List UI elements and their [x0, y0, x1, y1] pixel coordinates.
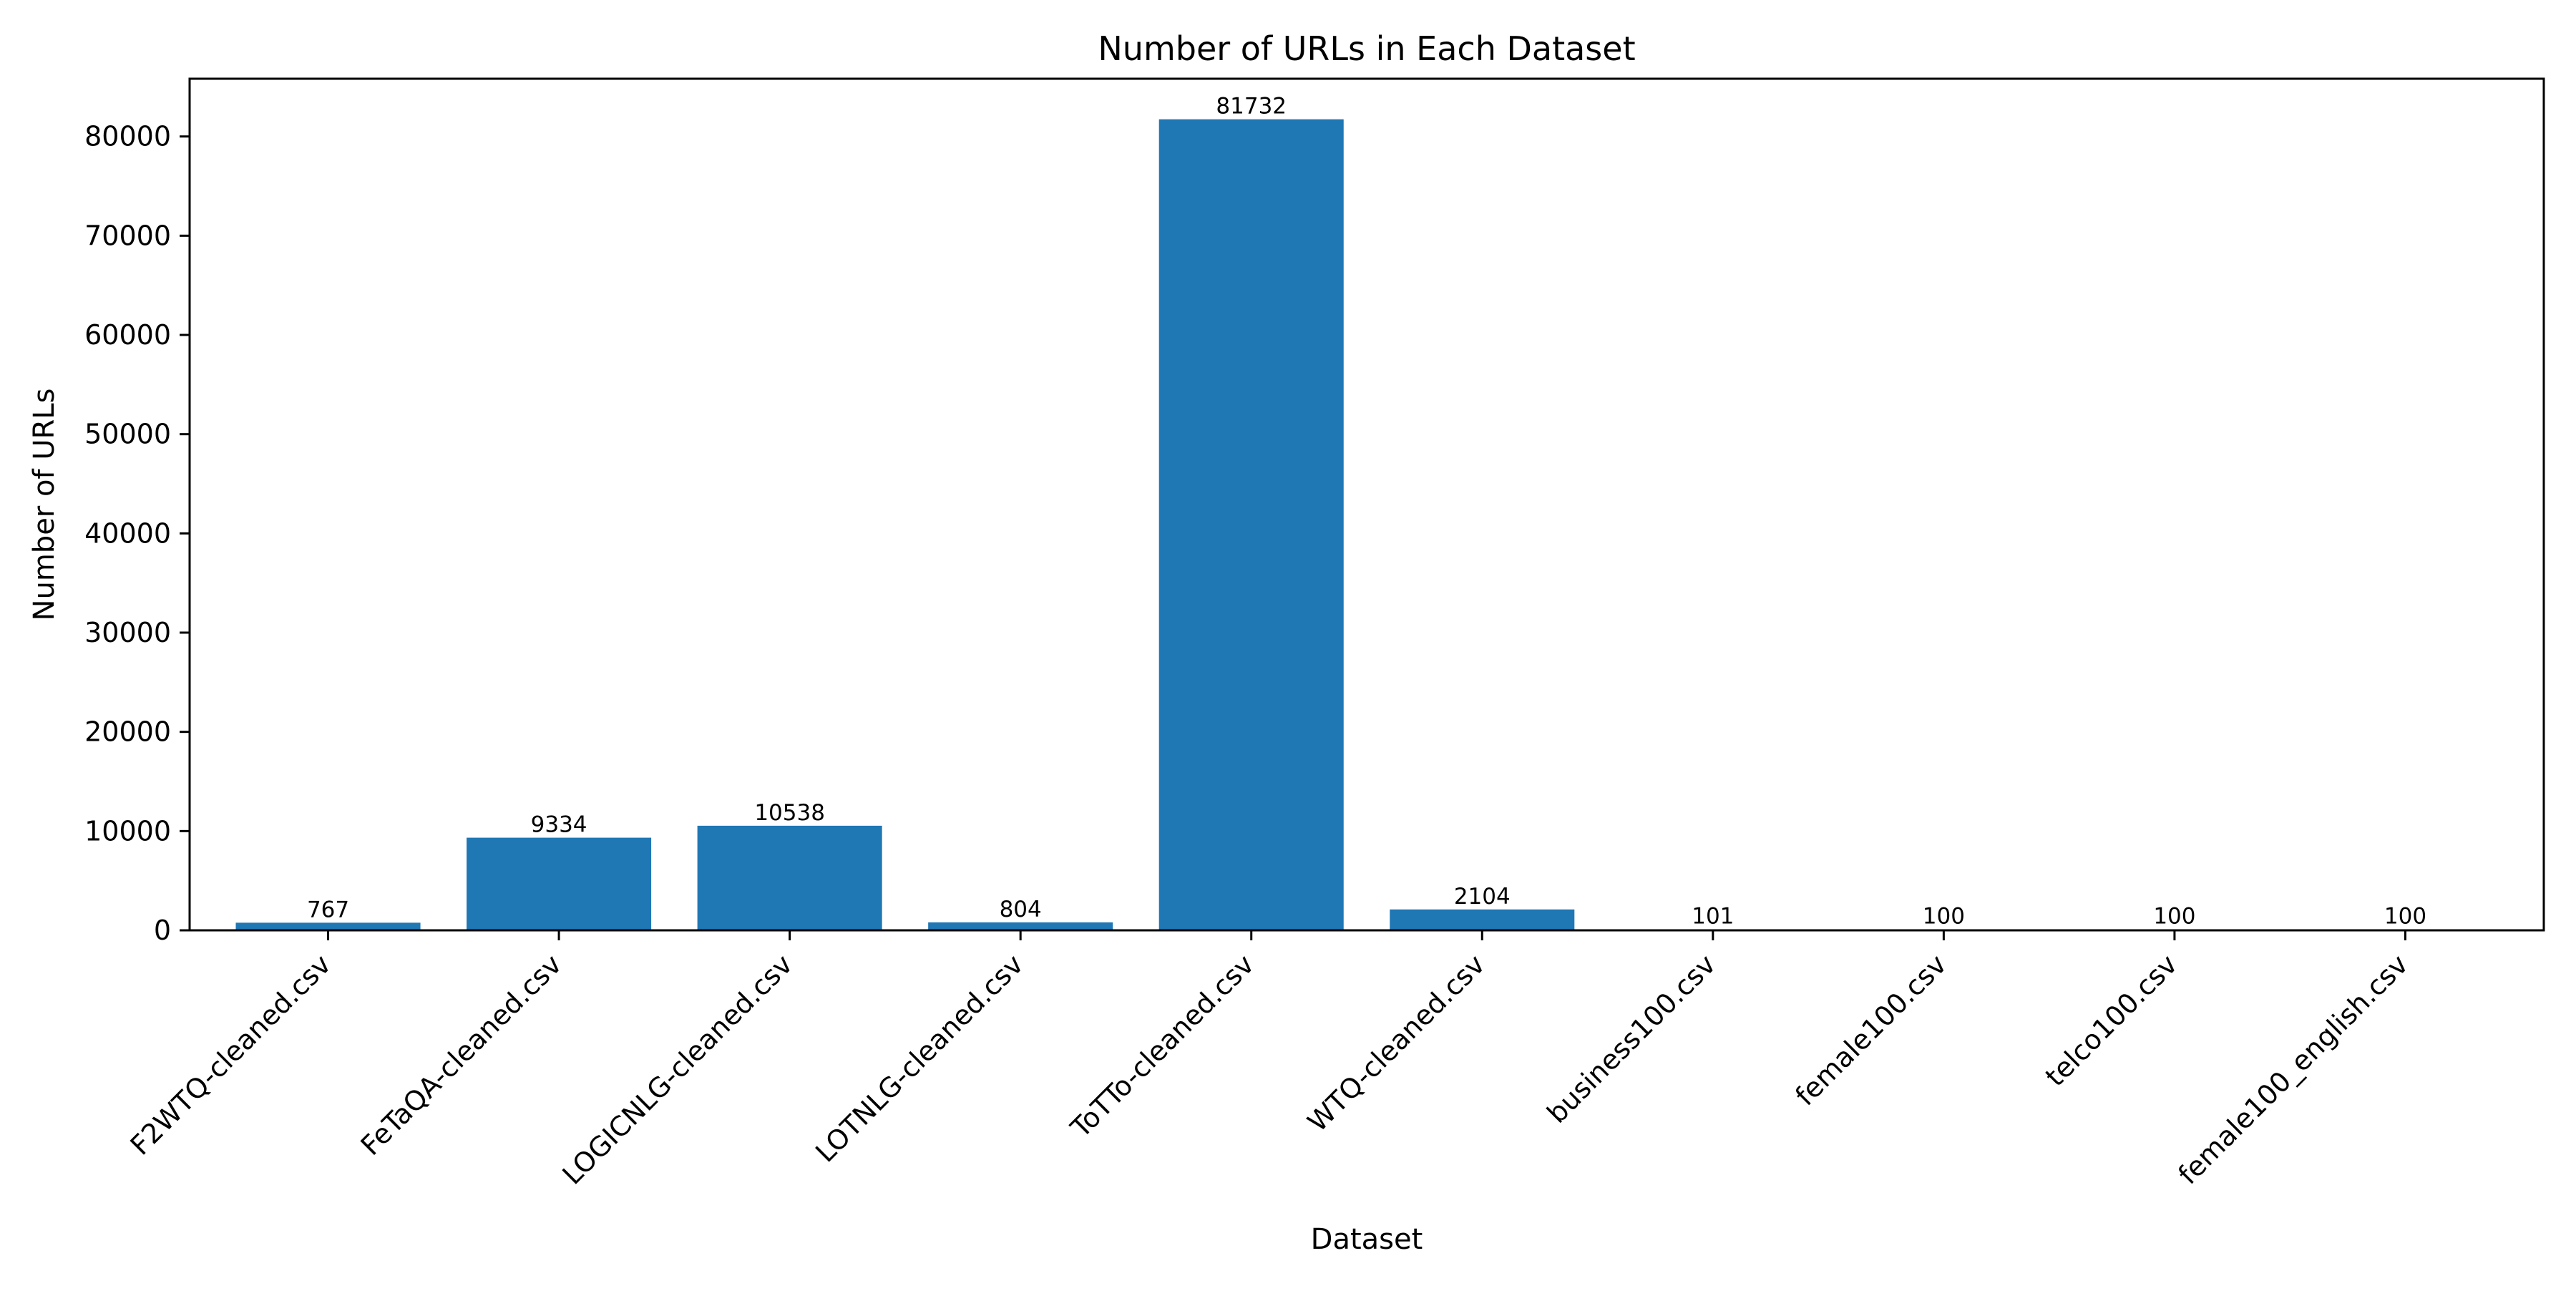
bar-data-labels-group: 767 9334 10538 804 81732 2104 101 100 100 100: [307, 94, 2426, 930]
bar-value-label-2: 10538: [754, 800, 825, 826]
bar-3: [928, 922, 1113, 930]
bar-value-label-6: 101: [1692, 904, 1734, 930]
bar-value-label-4: 81732: [1216, 94, 1287, 120]
y-tick-label-7: 70000: [84, 220, 171, 251]
bar-5: [1390, 909, 1575, 930]
y-tick-label-3: 30000: [84, 617, 171, 648]
bar-value-label-1: 9334: [531, 812, 587, 838]
bars-group: [235, 119, 2498, 930]
plot-frame: [188, 77, 2545, 932]
y-tick-label-2: 20000: [84, 716, 171, 748]
y-tick-label-8: 80000: [84, 121, 171, 152]
y-axis: 0 10000 20000 30000 40000 50000 60000 70000 8000…: [84, 121, 190, 946]
bar-value-label-7: 100: [1923, 904, 1965, 930]
y-tick-label-5: 50000: [84, 419, 171, 450]
bar-value-label-5: 2104: [1454, 884, 1511, 910]
bar-4: [1158, 119, 1344, 930]
bar-2: [697, 825, 882, 930]
chart-title: Number of URLs in Each Dataset: [1098, 29, 1635, 68]
bar-0: [235, 922, 421, 930]
bar-value-label-8: 100: [2153, 904, 2195, 930]
y-axis-label: Number of URLs: [28, 389, 61, 621]
bar-value-label-3: 804: [1000, 897, 1042, 922]
x-axis-label: Dataset: [1311, 1223, 1423, 1256]
bar-1: [467, 837, 652, 930]
y-tick-label-6: 60000: [84, 319, 171, 351]
bar-value-label-0: 767: [307, 897, 349, 922]
y-tick-label-0: 0: [154, 915, 171, 946]
y-tick-label-1: 10000: [84, 815, 171, 847]
y-tick-label-4: 40000: [84, 517, 171, 549]
bar-value-label-9: 100: [2384, 904, 2426, 930]
